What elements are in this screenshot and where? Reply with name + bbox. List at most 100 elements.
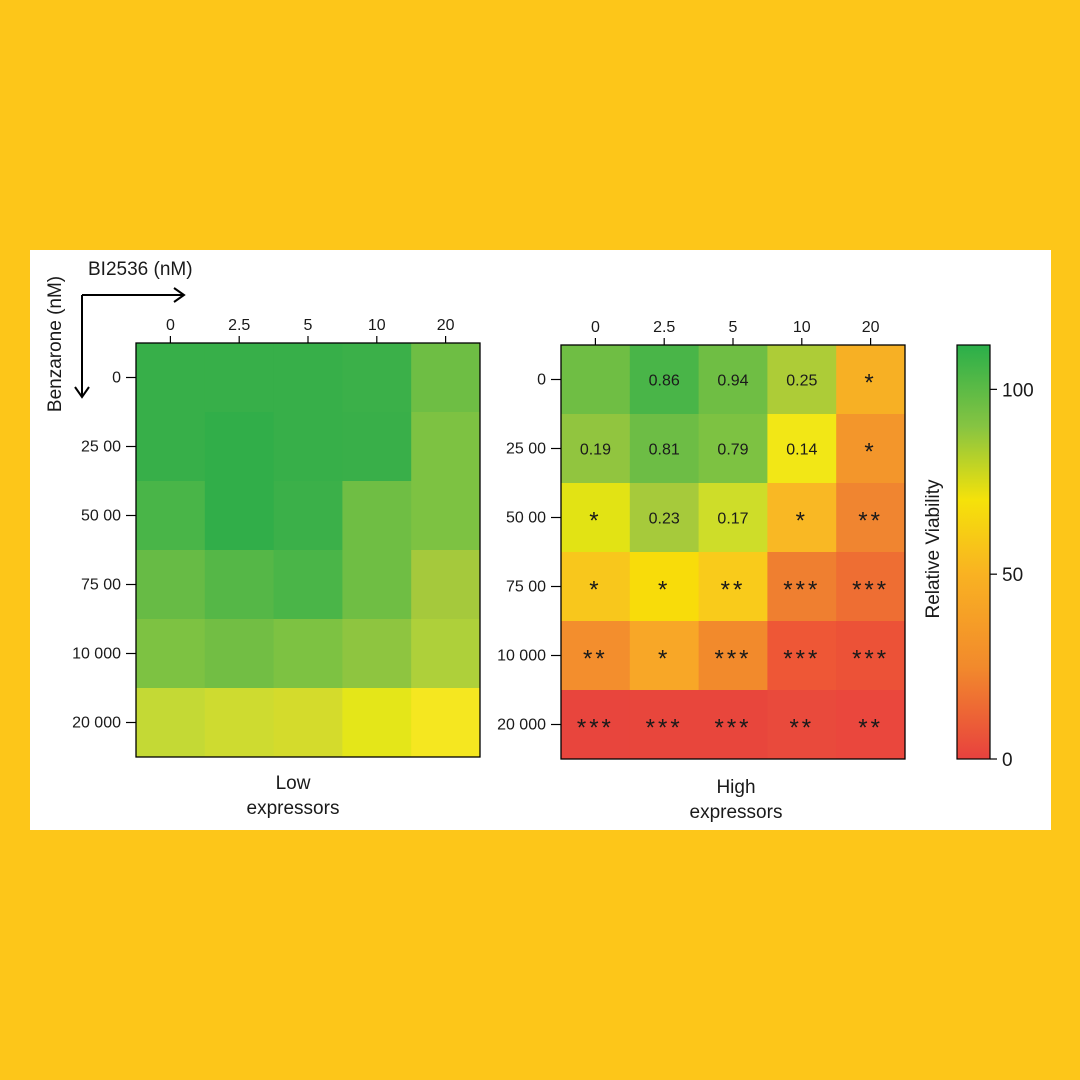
- x-drug-arrow: [82, 287, 186, 303]
- panel-title: High: [716, 777, 755, 798]
- heatmap-high-expressors: 0.86 0.94 0.25 *0.19 0.81 0.79 0.14 ** 0.23 0.17 *…: [497, 319, 906, 823]
- heatmap-cell-high: [836, 345, 906, 415]
- heatmap-cell-high: [836, 483, 906, 553]
- y-tick-label: 75 00: [81, 577, 121, 594]
- x-tick-label: 20: [862, 319, 880, 336]
- heatmap-cell-high: [767, 483, 837, 553]
- heatmap-cell-annotation: **: [583, 646, 608, 673]
- x-tick-label: 0: [166, 317, 175, 334]
- heatmap-low-expressors: 0 2.5 5 10 20 0 25 00 50 00 75 00 10 000 20 000 Low…: [72, 317, 481, 819]
- y-tick-label: 50 00: [506, 510, 546, 527]
- heatmap-cell-high: [836, 690, 906, 760]
- heatmap-cell-low: [273, 550, 343, 620]
- drug-axis-arrows: [74, 287, 186, 399]
- heatmap-cell-high: [629, 552, 700, 622]
- heatmap-cell-low: [136, 412, 206, 482]
- heatmap-cell-annotation: ***: [852, 646, 889, 673]
- heatmap-cell-high: [629, 690, 700, 760]
- colorbar-tick-label: 100: [1002, 380, 1034, 401]
- heatmap-cell-high: [767, 690, 837, 760]
- y-tick-label: 10 000: [497, 648, 546, 665]
- colorbar-tick-label: 0: [1002, 750, 1013, 771]
- heatmap-cell-high: [767, 621, 837, 691]
- heatmap-cell-annotation: ***: [783, 577, 820, 604]
- heatmap-cell-annotation: *: [589, 577, 601, 604]
- heatmap-cell-low: [342, 481, 412, 551]
- heatmap-cell-high: [561, 621, 631, 691]
- x-tick-label: 0: [591, 319, 600, 336]
- heatmap-cell-annotation: ***: [714, 646, 751, 673]
- heatmap-cell-low: [273, 688, 343, 758]
- heatmap-cell-low: [204, 619, 275, 689]
- heatmap-cell-low: [273, 481, 343, 551]
- panel-title: Low: [276, 773, 311, 794]
- heatmap-cell-annotation: *: [589, 508, 601, 535]
- heatmap-cell-low: [342, 688, 412, 758]
- heatmap-cell-low: [411, 412, 481, 482]
- heatmap-cell-annotation: *: [796, 508, 808, 535]
- heatmap-cell-annotation: **: [858, 508, 883, 535]
- heatmap-cell-low: [342, 619, 412, 689]
- y-tick-label: 0: [112, 370, 121, 387]
- y-tick-label: 20 000: [72, 715, 121, 732]
- heatmap-cell-annotation: 0.17: [717, 511, 748, 528]
- heatmap-cell-annotation: 0.86: [649, 373, 680, 390]
- y-tick-label: 75 00: [506, 579, 546, 596]
- heatmap-cell-high: [698, 552, 768, 622]
- heatmap-cell-high: [561, 345, 631, 415]
- heatmap-cell-low: [136, 343, 206, 413]
- y-tick-label: 0: [537, 372, 546, 389]
- panel-title: expressors: [690, 802, 783, 823]
- heatmap-cell-annotation: *: [864, 439, 876, 466]
- heatmap-cell-annotation: 0.81: [649, 442, 680, 459]
- x-tick-label: 5: [729, 319, 738, 336]
- heatmap-cell-high: [561, 690, 631, 760]
- x-tick-label: 10: [793, 319, 811, 336]
- heatmap-cell-low: [204, 412, 275, 482]
- heatmap-cell-high: [836, 414, 906, 484]
- y-tick-label: 25 00: [506, 441, 546, 458]
- heatmap-cell-high: [767, 414, 837, 484]
- heatmap-cell-high: [561, 552, 631, 622]
- heatmap-cell-low: [136, 550, 206, 620]
- heatmap-cell-high: [561, 414, 631, 484]
- y-tick-label: 20 000: [497, 717, 546, 734]
- heatmap-cell-low: [136, 481, 206, 551]
- heatmap-cell-annotation: 0.79: [717, 442, 748, 459]
- y-tick-label: 10 000: [72, 646, 121, 663]
- heatmap-cell-annotation: 0.19: [580, 442, 611, 459]
- heatmap-cell-high: [698, 483, 768, 553]
- heatmap-cell-high: [698, 414, 768, 484]
- x-tick-label: 20: [437, 317, 455, 334]
- heatmap-cell-high: [629, 345, 700, 415]
- heatmap-cell-annotation: *: [864, 370, 876, 397]
- heatmap-cell-high: [629, 621, 700, 691]
- heatmap-cell-high: [698, 690, 768, 760]
- heatmap-cell-high: [836, 621, 906, 691]
- heatmap-cell-annotation: 0.94: [717, 373, 748, 390]
- heatmap-cell-annotation: ***: [577, 715, 614, 742]
- heatmap-cell-annotation: **: [789, 715, 814, 742]
- colorbar-label: Relative Viability: [923, 479, 944, 619]
- heatmap-cell-low: [411, 688, 481, 758]
- heatmap-cell-high: [561, 483, 631, 553]
- heatmap-cell-low: [273, 412, 343, 482]
- heatmap-cell-annotation: 0.23: [649, 511, 680, 528]
- x-tick-label: 10: [368, 317, 386, 334]
- heatmap-cell-low: [411, 481, 481, 551]
- heatmap-cell-high: [629, 414, 700, 484]
- heatmap-cell-annotation: 0.14: [786, 442, 817, 459]
- heatmap-cell-high: [836, 552, 906, 622]
- heatmap-cell-low: [342, 343, 412, 413]
- x-tick-label: 2.5: [228, 317, 250, 334]
- heatmap-cell-annotation: ***: [783, 646, 820, 673]
- heatmap-cell-low: [204, 688, 275, 758]
- y-drug-title: Benzarone (nM): [45, 276, 66, 412]
- heatmap-cell-low: [204, 343, 275, 413]
- x-tick-label: 2.5: [653, 319, 675, 336]
- heatmap-cell-low: [204, 481, 275, 551]
- heatmap-cell-high: [629, 483, 700, 553]
- heatmap-cell-high: [767, 345, 837, 415]
- heatmap-cell-annotation: 0.25: [786, 373, 817, 390]
